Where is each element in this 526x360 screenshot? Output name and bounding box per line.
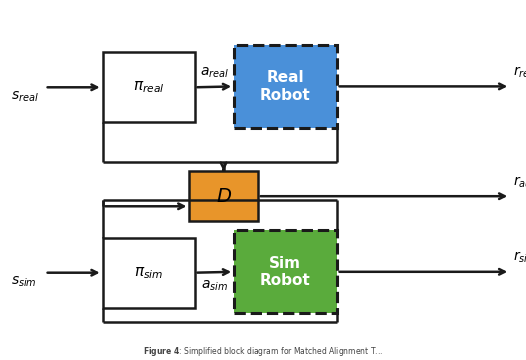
Text: Sim
Robot: Sim Robot [260,256,311,288]
Bar [234,45,337,128]
Text: Real
Robot: Real Robot [260,70,311,103]
Text: $r_{aux}$: $r_{aux}$ [513,174,526,190]
Text: $s_{sim}$: $s_{sim}$ [11,274,36,289]
Text: $a_{real}$: $a_{real}$ [200,66,229,80]
Text: $\pi_{sim}$: $\pi_{sim}$ [134,265,163,280]
Bar [234,45,337,128]
Text: $r_{sim}$: $r_{sim}$ [513,250,526,265]
Bar [189,171,258,221]
Text: $a_{sim}$: $a_{sim}$ [201,278,228,293]
Text: $\pi_{real}$: $\pi_{real}$ [133,80,165,95]
Text: $s_{real}$: $s_{real}$ [11,89,38,104]
Text: $D$: $D$ [216,187,231,206]
Bar [103,238,195,308]
Bar [103,52,195,122]
Bar [234,230,337,313]
Text: $\mathbf{Figure\ 4}$: Simplified block diagram for Matched Alignment T...: $\mathbf{Figure\ 4}$: Simplified block d… [143,345,383,358]
Text: $r_{real}$: $r_{real}$ [513,64,526,80]
Bar [234,230,337,313]
